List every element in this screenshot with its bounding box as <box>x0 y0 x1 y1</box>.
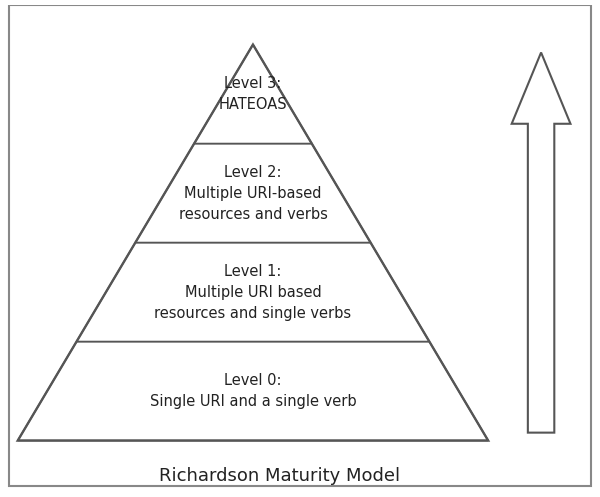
Polygon shape <box>18 341 488 440</box>
Text: Richardson Maturity Model: Richardson Maturity Model <box>159 467 400 485</box>
Polygon shape <box>136 144 371 243</box>
Polygon shape <box>194 45 312 144</box>
Text: Level 3:
HATEOAS: Level 3: HATEOAS <box>218 76 287 112</box>
Polygon shape <box>512 53 571 432</box>
Polygon shape <box>77 243 430 341</box>
Text: Level 1:
Multiple URI based
resources and single verbs: Level 1: Multiple URI based resources an… <box>154 263 352 321</box>
Text: Level 0:
Single URI and a single verb: Level 0: Single URI and a single verb <box>149 373 356 409</box>
Text: Level 2:
Multiple URI-based
resources and verbs: Level 2: Multiple URI-based resources an… <box>179 165 328 222</box>
